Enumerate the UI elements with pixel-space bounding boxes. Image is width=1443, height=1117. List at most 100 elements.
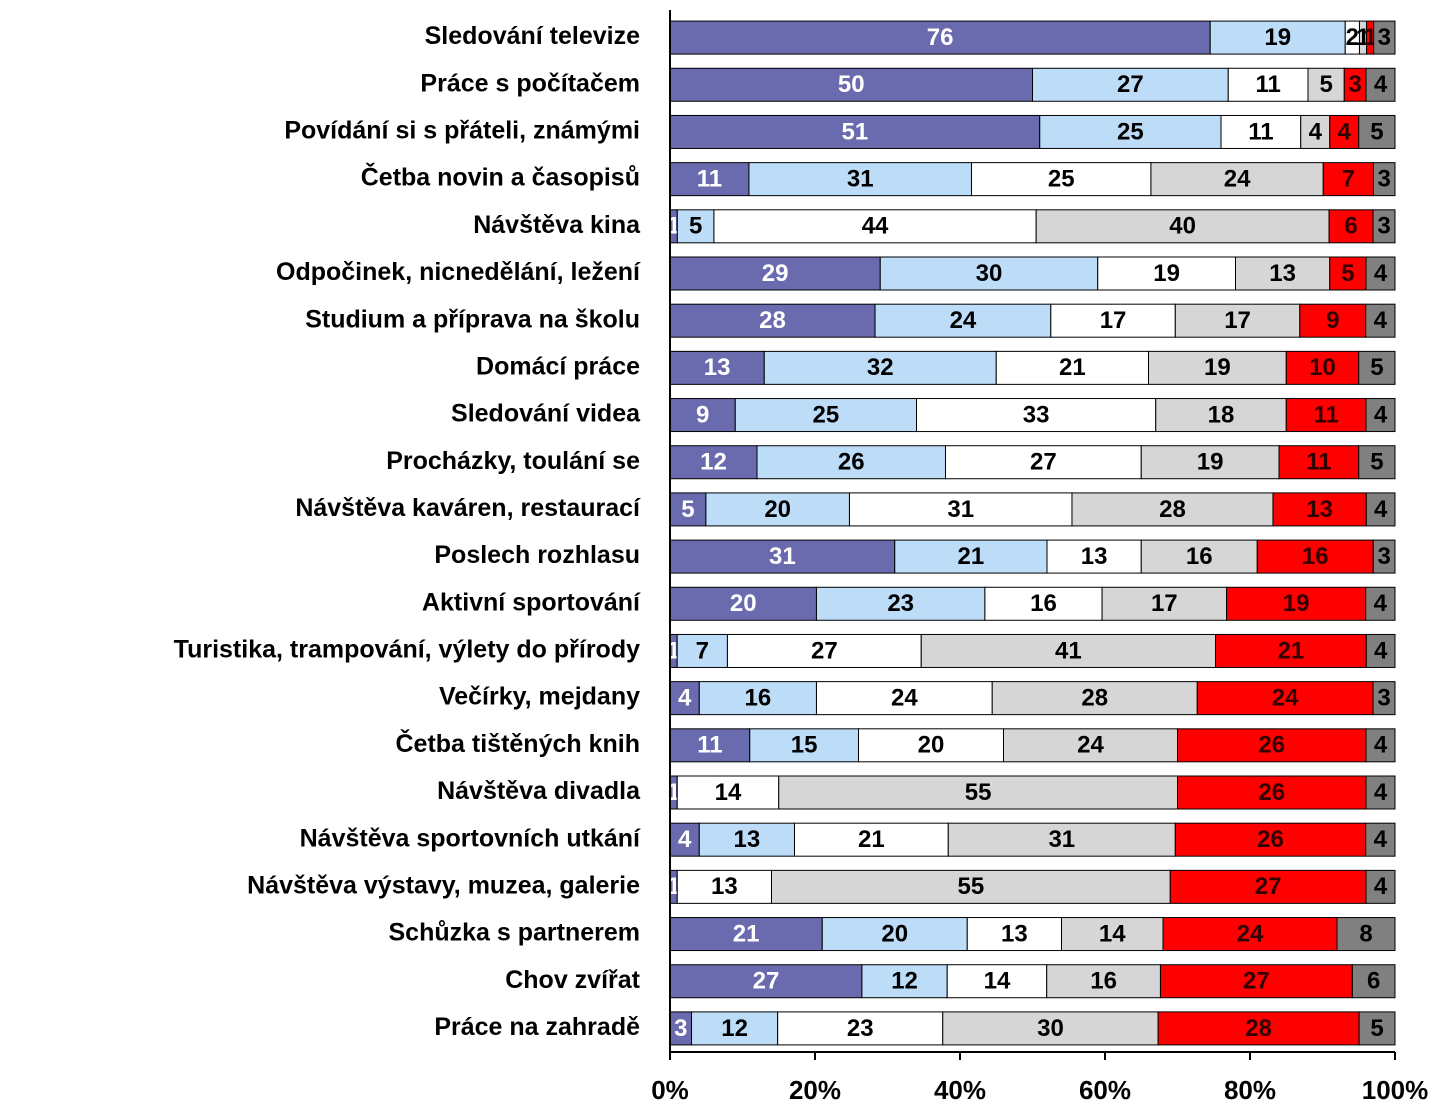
- data-label: 26: [1258, 732, 1285, 759]
- bar-segment: [984, 586, 1103, 621]
- bar-segment: [1101, 586, 1228, 621]
- data-label: 4: [1374, 496, 1388, 523]
- data-label: 5: [1370, 118, 1383, 145]
- bar-segment: [815, 681, 993, 716]
- category-label: Četba tištěných knih: [396, 728, 641, 758]
- bar-segment: [1050, 303, 1176, 338]
- bar-segment: [1003, 728, 1178, 763]
- data-label: 4: [1374, 71, 1388, 98]
- x-tick-label: 80%: [1224, 1075, 1276, 1105]
- data-label: 4: [1374, 307, 1388, 334]
- bar-segment: [1358, 445, 1396, 480]
- data-label: 20: [918, 732, 945, 759]
- category-label: Aktivní sportování: [422, 588, 641, 616]
- bar-segment: [1299, 303, 1367, 338]
- bar-segment: [1209, 20, 1346, 55]
- data-label: 16: [1030, 590, 1057, 617]
- data-label: 6: [1344, 213, 1357, 240]
- data-label: 7: [1342, 165, 1355, 192]
- bar-segment: [1220, 114, 1302, 149]
- bar-segment: [946, 964, 1048, 999]
- data-label: 25: [1117, 118, 1144, 145]
- data-label: 24: [1272, 684, 1299, 711]
- bar-segment: [1365, 398, 1396, 433]
- data-label: 20: [881, 920, 908, 947]
- data-label: 31: [769, 543, 796, 570]
- data-label: 5: [1341, 260, 1354, 287]
- data-label: 19: [1264, 24, 1291, 51]
- bar-segment: [669, 256, 881, 291]
- category-label: Turistika, trampování, výlety do přírody: [174, 636, 640, 664]
- data-label: 4: [678, 826, 692, 853]
- data-label: 3: [1378, 24, 1391, 51]
- bar-segment: [1365, 492, 1396, 527]
- data-label: 24: [950, 307, 977, 334]
- category-label: Návštěva výstavy, muzea, galerie: [247, 871, 640, 899]
- data-label: 16: [1186, 543, 1213, 570]
- bar-segment: [920, 633, 1217, 668]
- bar-segment: [1157, 1011, 1360, 1046]
- data-label: 13: [1306, 496, 1333, 523]
- bar-segment: [1227, 67, 1309, 102]
- data-label: 16: [1302, 543, 1329, 570]
- category-label: Sledování televize: [425, 22, 640, 50]
- data-label: 9: [696, 401, 709, 428]
- bar-segment: [1215, 633, 1367, 668]
- data-label: 27: [1117, 71, 1144, 98]
- bar-segment: [858, 728, 1004, 763]
- bar-segment: [894, 539, 1048, 574]
- category-label: Poslech rozhlasu: [434, 541, 640, 569]
- data-label: 21: [1278, 637, 1305, 664]
- category-label: Práce na zahradě: [434, 1013, 640, 1041]
- category-label: Návštěva kaváren, restaurací: [295, 494, 641, 522]
- data-label: 27: [1255, 873, 1282, 900]
- bar-segment: [1196, 681, 1374, 716]
- bar-segment: [970, 162, 1152, 197]
- bar-segment: [1039, 114, 1222, 149]
- category-label: Sledování videa: [451, 400, 641, 428]
- data-label: 44: [862, 213, 889, 240]
- data-label: 3: [1378, 165, 1391, 192]
- data-label: 4: [1374, 637, 1388, 664]
- bar-segment: [1159, 964, 1353, 999]
- data-label: 7: [696, 637, 709, 664]
- bar-segment: [1365, 586, 1396, 621]
- data-label: 20: [764, 496, 791, 523]
- bar-segment: [669, 492, 707, 527]
- bar-segment: [793, 822, 949, 857]
- bar-segment: [1162, 917, 1338, 952]
- bar-segment: [995, 350, 1149, 385]
- bar-segment: [698, 681, 817, 716]
- bar-segment: [1329, 114, 1360, 149]
- data-label: 4: [1309, 118, 1323, 145]
- category-label: Povídání si s přáteli, známými: [284, 117, 640, 145]
- data-label: 31: [947, 496, 974, 523]
- data-label: 11: [1255, 71, 1280, 98]
- bar-segment: [1174, 822, 1367, 857]
- bar-segment: [1155, 398, 1287, 433]
- bar-segment: [1365, 633, 1396, 668]
- data-label: 50: [838, 71, 865, 98]
- bar-segment: [749, 728, 859, 763]
- category-label: Návštěva sportovních utkání: [300, 824, 641, 852]
- data-label: 30: [976, 260, 1003, 287]
- data-label: 14: [715, 779, 742, 806]
- bar-segment: [763, 350, 997, 385]
- bar-segment: [848, 492, 1073, 527]
- category-label: Procházky, toulání se: [386, 447, 640, 475]
- data-label: 26: [1258, 779, 1285, 806]
- bar-segment: [1140, 539, 1258, 574]
- data-label: 5: [681, 496, 694, 523]
- data-label: 5: [1370, 354, 1383, 381]
- data-label: 27: [811, 637, 838, 664]
- data-label: 5: [1319, 71, 1332, 98]
- x-tick-label: 20%: [789, 1075, 841, 1105]
- data-label: 15: [791, 732, 818, 759]
- bar-segment: [676, 869, 772, 904]
- data-label: 27: [1243, 968, 1270, 995]
- data-label: 5: [1370, 449, 1383, 476]
- bar-segment: [1177, 775, 1367, 810]
- bar-segment: [1365, 303, 1396, 338]
- data-label: 19: [1153, 260, 1180, 287]
